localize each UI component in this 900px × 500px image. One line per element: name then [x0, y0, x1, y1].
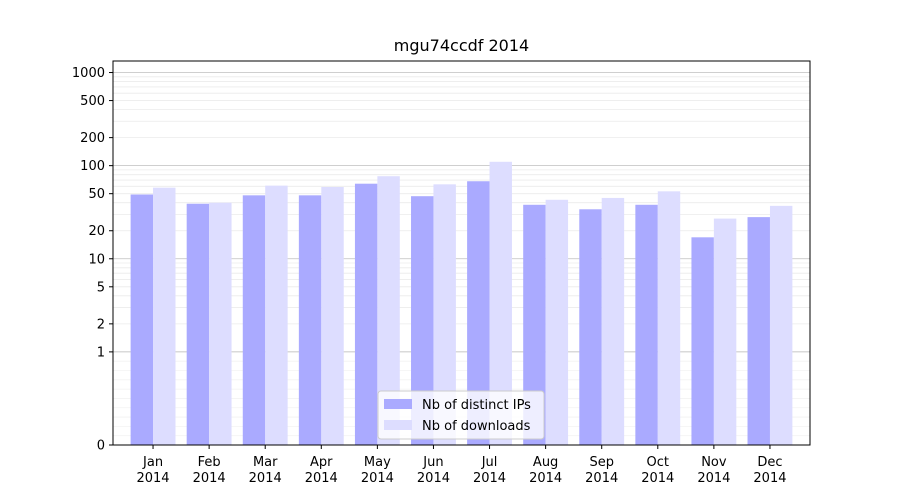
chart-title: mgu74ccdf 2014 [394, 36, 529, 55]
bar-distinct-ips [691, 237, 714, 445]
legend-swatch [384, 420, 412, 430]
bar-downloads [601, 197, 625, 445]
bar-downloads [713, 218, 737, 445]
y-tick-label: 50 [88, 187, 105, 202]
x-tick-label: Sep 2014 [585, 455, 618, 486]
bar-downloads [265, 185, 288, 445]
bar-distinct-ips [579, 209, 602, 445]
bar-downloads [769, 205, 793, 445]
x-tick-label: May 2014 [361, 455, 394, 486]
bar-downloads [545, 199, 569, 445]
x-tick-label: Dec 2014 [753, 455, 786, 486]
legend-label: Nb of distinct IPs [422, 398, 531, 413]
x-tick-label: Jan 2014 [136, 455, 169, 486]
bar-distinct-ips [467, 181, 490, 446]
bar-distinct-ips [242, 195, 266, 445]
y-tick-label: 5 [97, 280, 105, 295]
y-tick-label: 1000 [72, 66, 105, 81]
x-tick-label: Feb 2014 [193, 455, 226, 486]
bar-distinct-ips [635, 204, 658, 445]
x-tick-label: Jul 2014 [473, 455, 506, 486]
bar-distinct-ips [130, 194, 154, 445]
legend-box [377, 390, 545, 440]
y-tick-label: 0 [97, 439, 105, 454]
bar-distinct-ips [523, 204, 546, 445]
y-tick-label: 10 [88, 252, 105, 267]
x-tick-label: Oct 2014 [641, 455, 674, 486]
x-tick-label: Aug 2014 [529, 455, 562, 486]
y-tick-label: 100 [80, 159, 105, 174]
legend-label: Nb of downloads [422, 419, 531, 434]
bar-distinct-ips [411, 196, 434, 445]
plot-frame [112, 60, 811, 446]
y-tick-label: 1 [97, 345, 105, 360]
bar-downloads [657, 191, 681, 445]
x-tick-label: Mar 2014 [249, 455, 282, 486]
y-tick-label: 20 [88, 224, 105, 239]
y-tick-label: 500 [80, 94, 105, 109]
bar-distinct-ips [354, 183, 378, 445]
bar-downloads [489, 161, 512, 445]
y-tick-label: 2 [97, 317, 105, 332]
bar-distinct-ips [186, 203, 210, 445]
x-tick-label: Jun 2014 [417, 455, 450, 486]
x-tick-label: Apr 2014 [305, 455, 338, 486]
x-tick-label: Nov 2014 [697, 455, 730, 486]
bar-downloads [321, 186, 344, 445]
legend-swatch [384, 399, 412, 409]
bar-downloads [377, 176, 400, 446]
bar-distinct-ips [747, 217, 770, 445]
bar-downloads [153, 187, 176, 445]
bar-downloads [209, 202, 232, 445]
y-tick-label: 200 [80, 131, 105, 146]
bar-downloads [433, 184, 456, 445]
bar-distinct-ips [298, 195, 322, 445]
